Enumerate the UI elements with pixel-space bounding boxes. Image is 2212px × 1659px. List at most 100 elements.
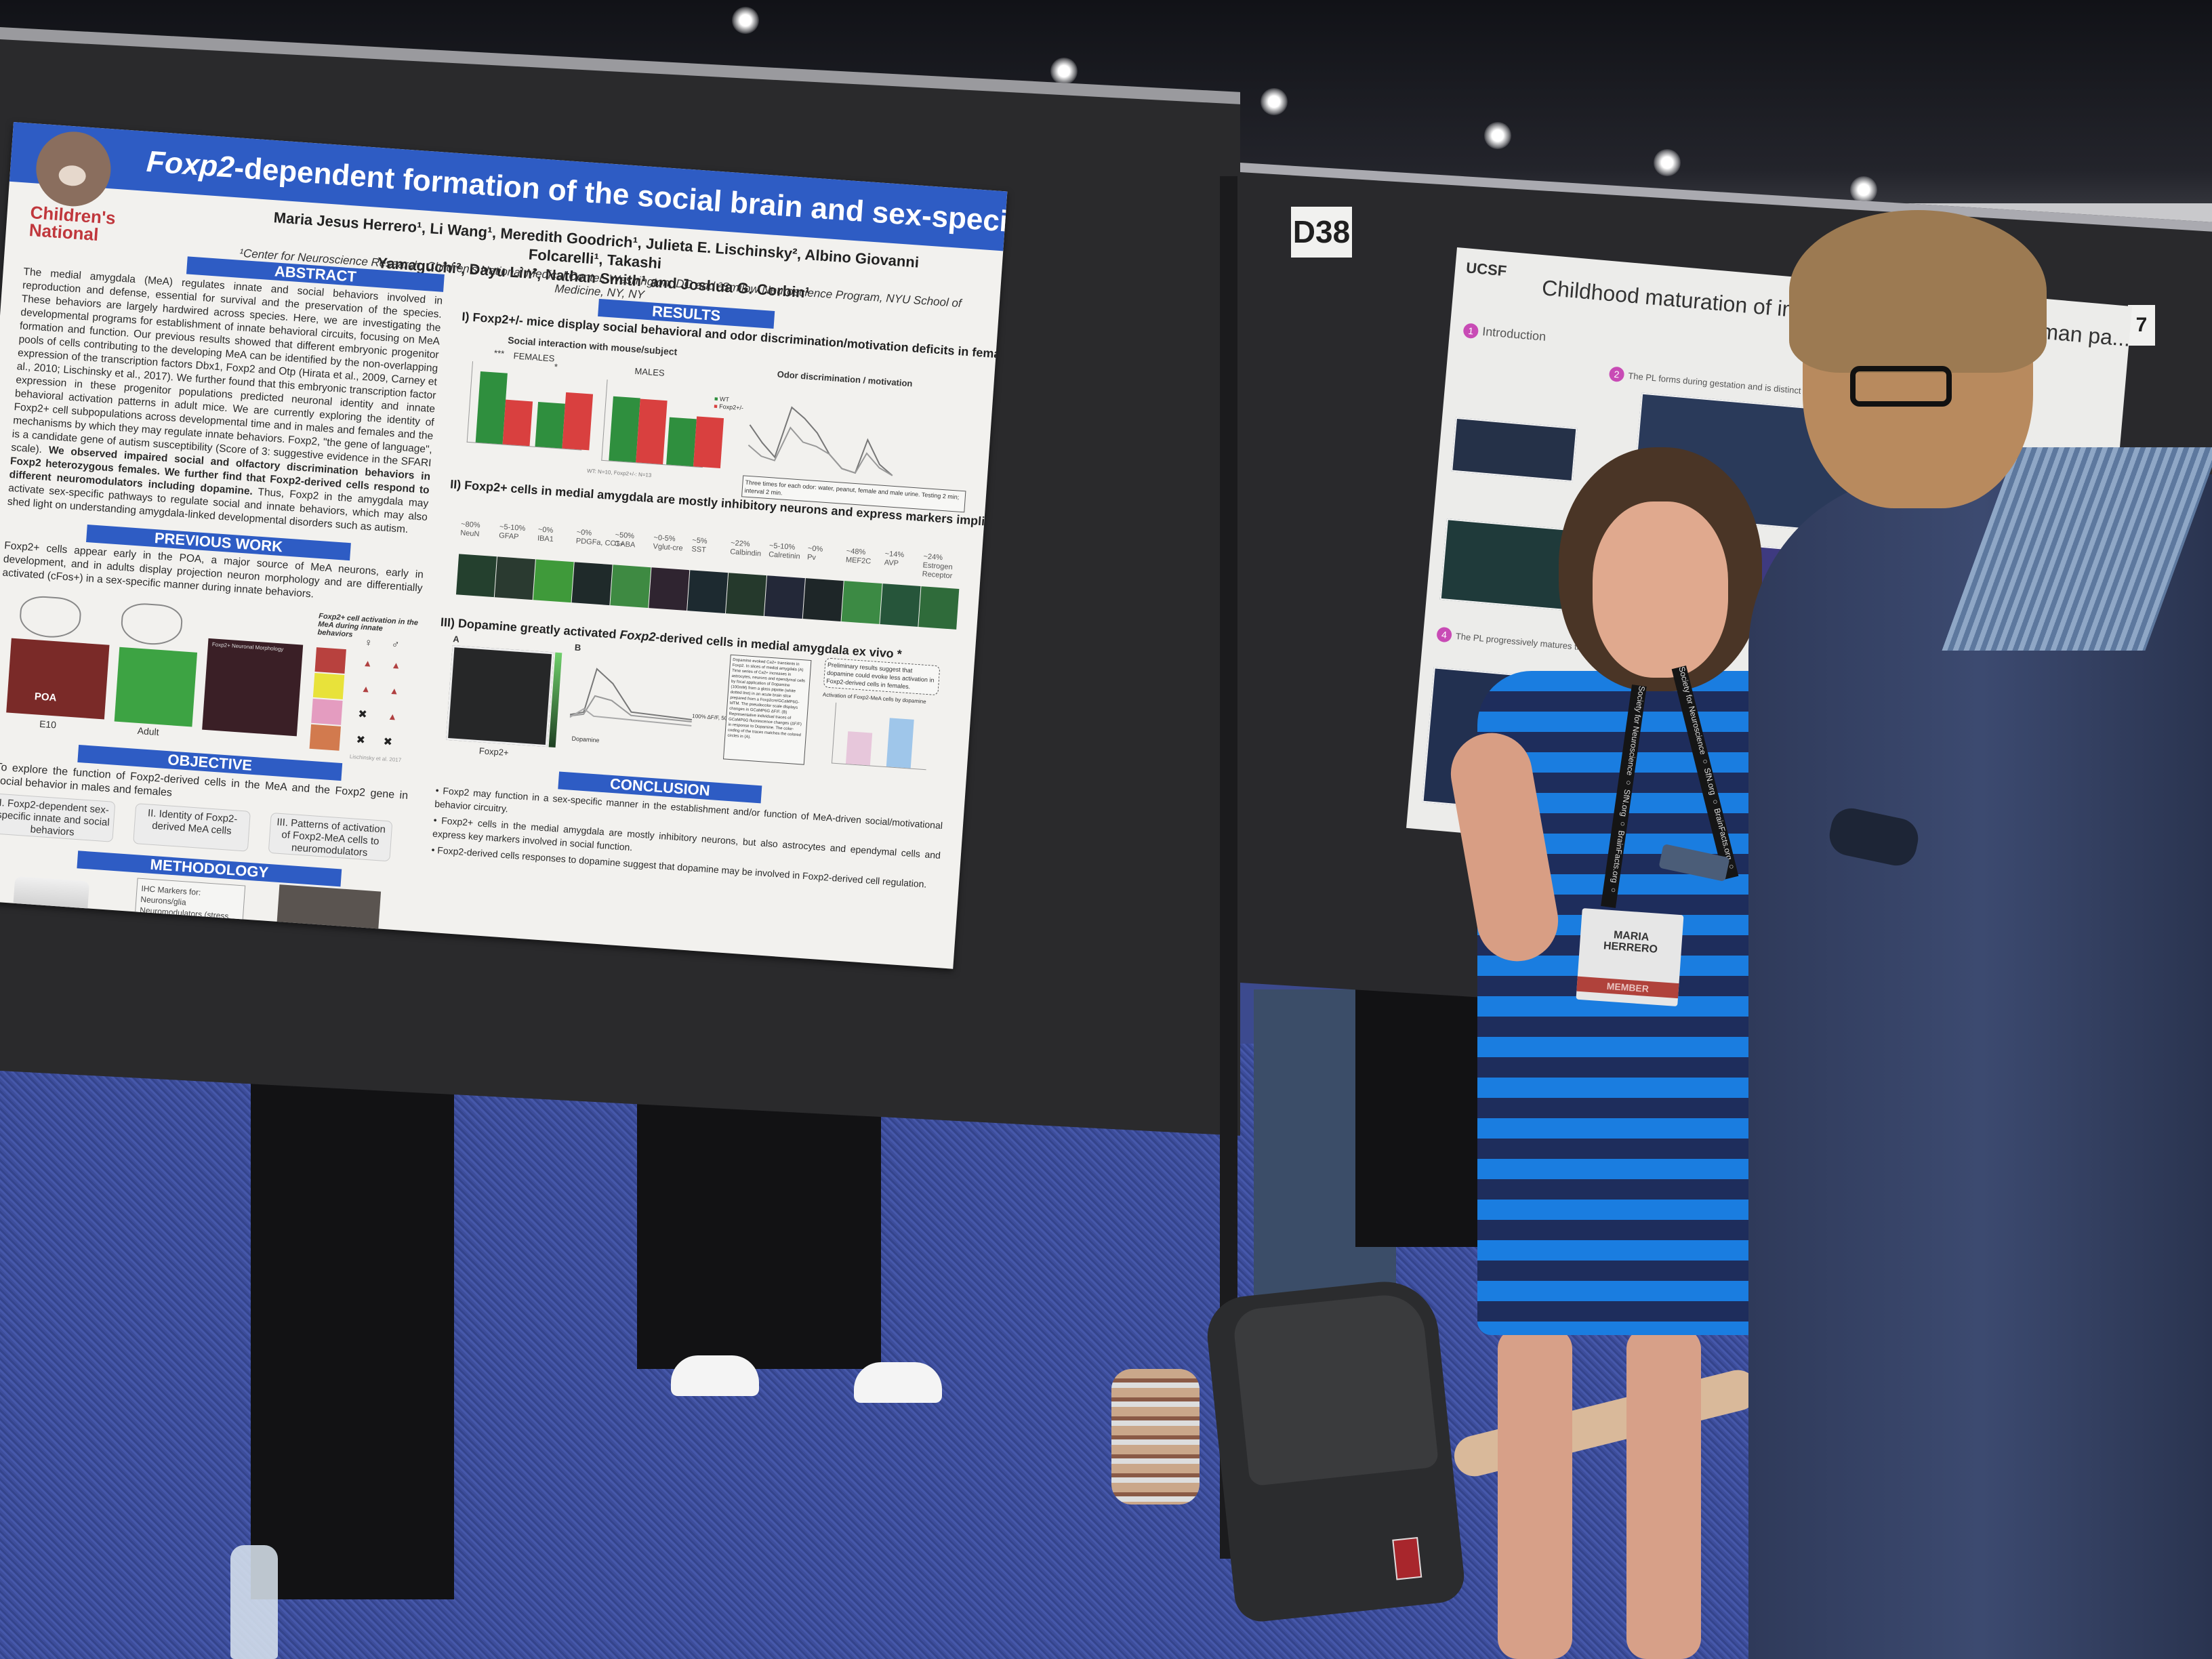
ceiling-light [1484,122,1511,149]
face [1593,501,1728,678]
marker-image [649,567,690,611]
ceiling-light [1050,58,1078,85]
activation-up-icon: ▲ [389,684,400,697]
morphology-label: Foxp2+ Neuronal Morphology [211,641,284,653]
marker-label: ~0% Pv [806,544,823,562]
adult-label: Adult [137,724,160,738]
marker-label: ~5% SST [691,536,708,554]
significance-marker: *** [493,348,505,359]
marker-image [802,578,844,621]
marker-image [494,556,535,600]
odor-chart-title: Odor discrimination / motivation [777,369,913,389]
background-person-legs [251,1057,454,1599]
name-badge: MARIA HERRERO MEMBER [1576,907,1684,1007]
marker-label: ~24% Estrogen Receptor [922,552,953,581]
dopamine-arrow-label: Dopamine [571,735,600,744]
abstract-text: The medial amygdala (MeA) regulates inna… [7,266,443,538]
behavior-icon-3 [311,698,343,725]
dopamine-activation-bar-chart [831,702,930,771]
brain-outline-e10 [18,594,83,640]
backpack-flap [1231,1291,1439,1487]
behavior-icon-1 [314,647,346,674]
marker-image [725,573,767,616]
teddy-bear-icon [33,129,114,209]
board-number-label: D38 [1291,207,1352,258]
badge-member-stripe: MEMBER [1576,976,1679,999]
marker-image [918,586,960,630]
bar-wt [666,417,697,467]
abstract-text-plain: The medial amygdala (MeA) regulates inna… [10,266,443,470]
legend-het: Foxp2+/- [718,403,744,412]
hair [1789,210,2047,373]
sneaker [854,1362,942,1403]
marker-image [455,554,497,598]
panel-a-caption: Foxp2+ [478,745,510,758]
bar-het [693,416,724,468]
marker-label: ~5-10% GFAP [498,523,526,541]
bar-het [502,399,533,447]
glasses [1850,366,1952,407]
males-social-bar-chart [601,380,724,468]
sample-size-note: WT: N=10, Foxp2+/-: N=13 [586,468,652,478]
females-social-bar-chart: *** * [466,348,594,451]
neuronal-morphology-image: Foxp2+ Neuronal Morphology [202,638,304,737]
marker-image [533,559,574,603]
bar-het [562,392,594,451]
panel-a-label: A [452,634,460,644]
marker-label: ~0% IBA1 [537,525,554,544]
adjacent-poster-section: 1 Introduction [1462,323,1547,345]
marker-image [571,562,613,606]
ucsf-logo: UCSF [1465,259,1508,280]
calcium-imaging-grid [445,645,554,747]
water-bottle [230,1545,278,1659]
methodology-heading: METHODOLOGY [77,851,342,887]
marker-label: ~0-5% Vglut-cre [653,533,683,553]
male-symbol-icon: ♂ [390,638,401,651]
childrens-national-logo: Children's National [15,128,131,245]
backpack-logo-patch [1392,1536,1422,1580]
ceiling-light [1850,176,1877,203]
no-activation-icon: ✖ [356,734,366,747]
marker-label: ~5-10% Calretinin [768,541,800,561]
legend-wt: WT [719,395,730,403]
no-activation-icon: ✖ [382,736,393,749]
citation: Lischinsky et al. 2017 [349,753,402,764]
activation-up-icon: ▲ [363,657,373,669]
objective-step-1: I. Foxp2-dependent sex-specific innate a… [0,793,116,842]
calcium-trace-plot [569,668,693,726]
blazer [1748,474,2212,1659]
poa-label: POA [34,691,57,704]
no-activation-icon: ✖ [357,708,368,721]
ceiling-light [1654,149,1681,176]
ceiling-light [732,7,759,34]
panel-b-label: B [574,642,581,653]
marker-image [687,570,729,614]
female-symbol-icon: ♀ [364,637,373,649]
research-poster: Children's National Foxp2-dependent form… [0,122,1008,969]
odor-line-charts [747,406,893,476]
leg [1498,1328,1572,1659]
adult-fluorescence-image [114,647,198,727]
bar-wt [609,396,640,463]
brain-outline-adult [119,601,184,647]
marker-image [841,581,882,624]
significance-marker: * [554,361,558,372]
marker-image [610,565,651,609]
bar-males [886,718,914,769]
marker-image [880,583,921,627]
marker-label: ~22% Calbindin [729,539,762,558]
bar-females [845,731,873,766]
marker-label: ~14% AVP [884,550,905,568]
bar-wt [535,402,565,449]
sneaker [671,1355,759,1396]
marker-label: ~48% MEF2C [845,547,872,566]
marker-image [764,575,805,619]
figure-legend-box: Dopamine evoked Ca2+ transients in Foxp2… [722,654,812,765]
bar-het [636,398,668,465]
objective-step-2: II. Identity of Foxp2-derived MeA cells [133,803,251,852]
e10-label: E10 [39,718,57,731]
backpack [1203,1276,1467,1624]
marker-label: ~50% GABA [614,531,636,550]
behavior-icon-4 [309,724,341,751]
adjacent-board-number-label: 7 [2128,305,2155,346]
